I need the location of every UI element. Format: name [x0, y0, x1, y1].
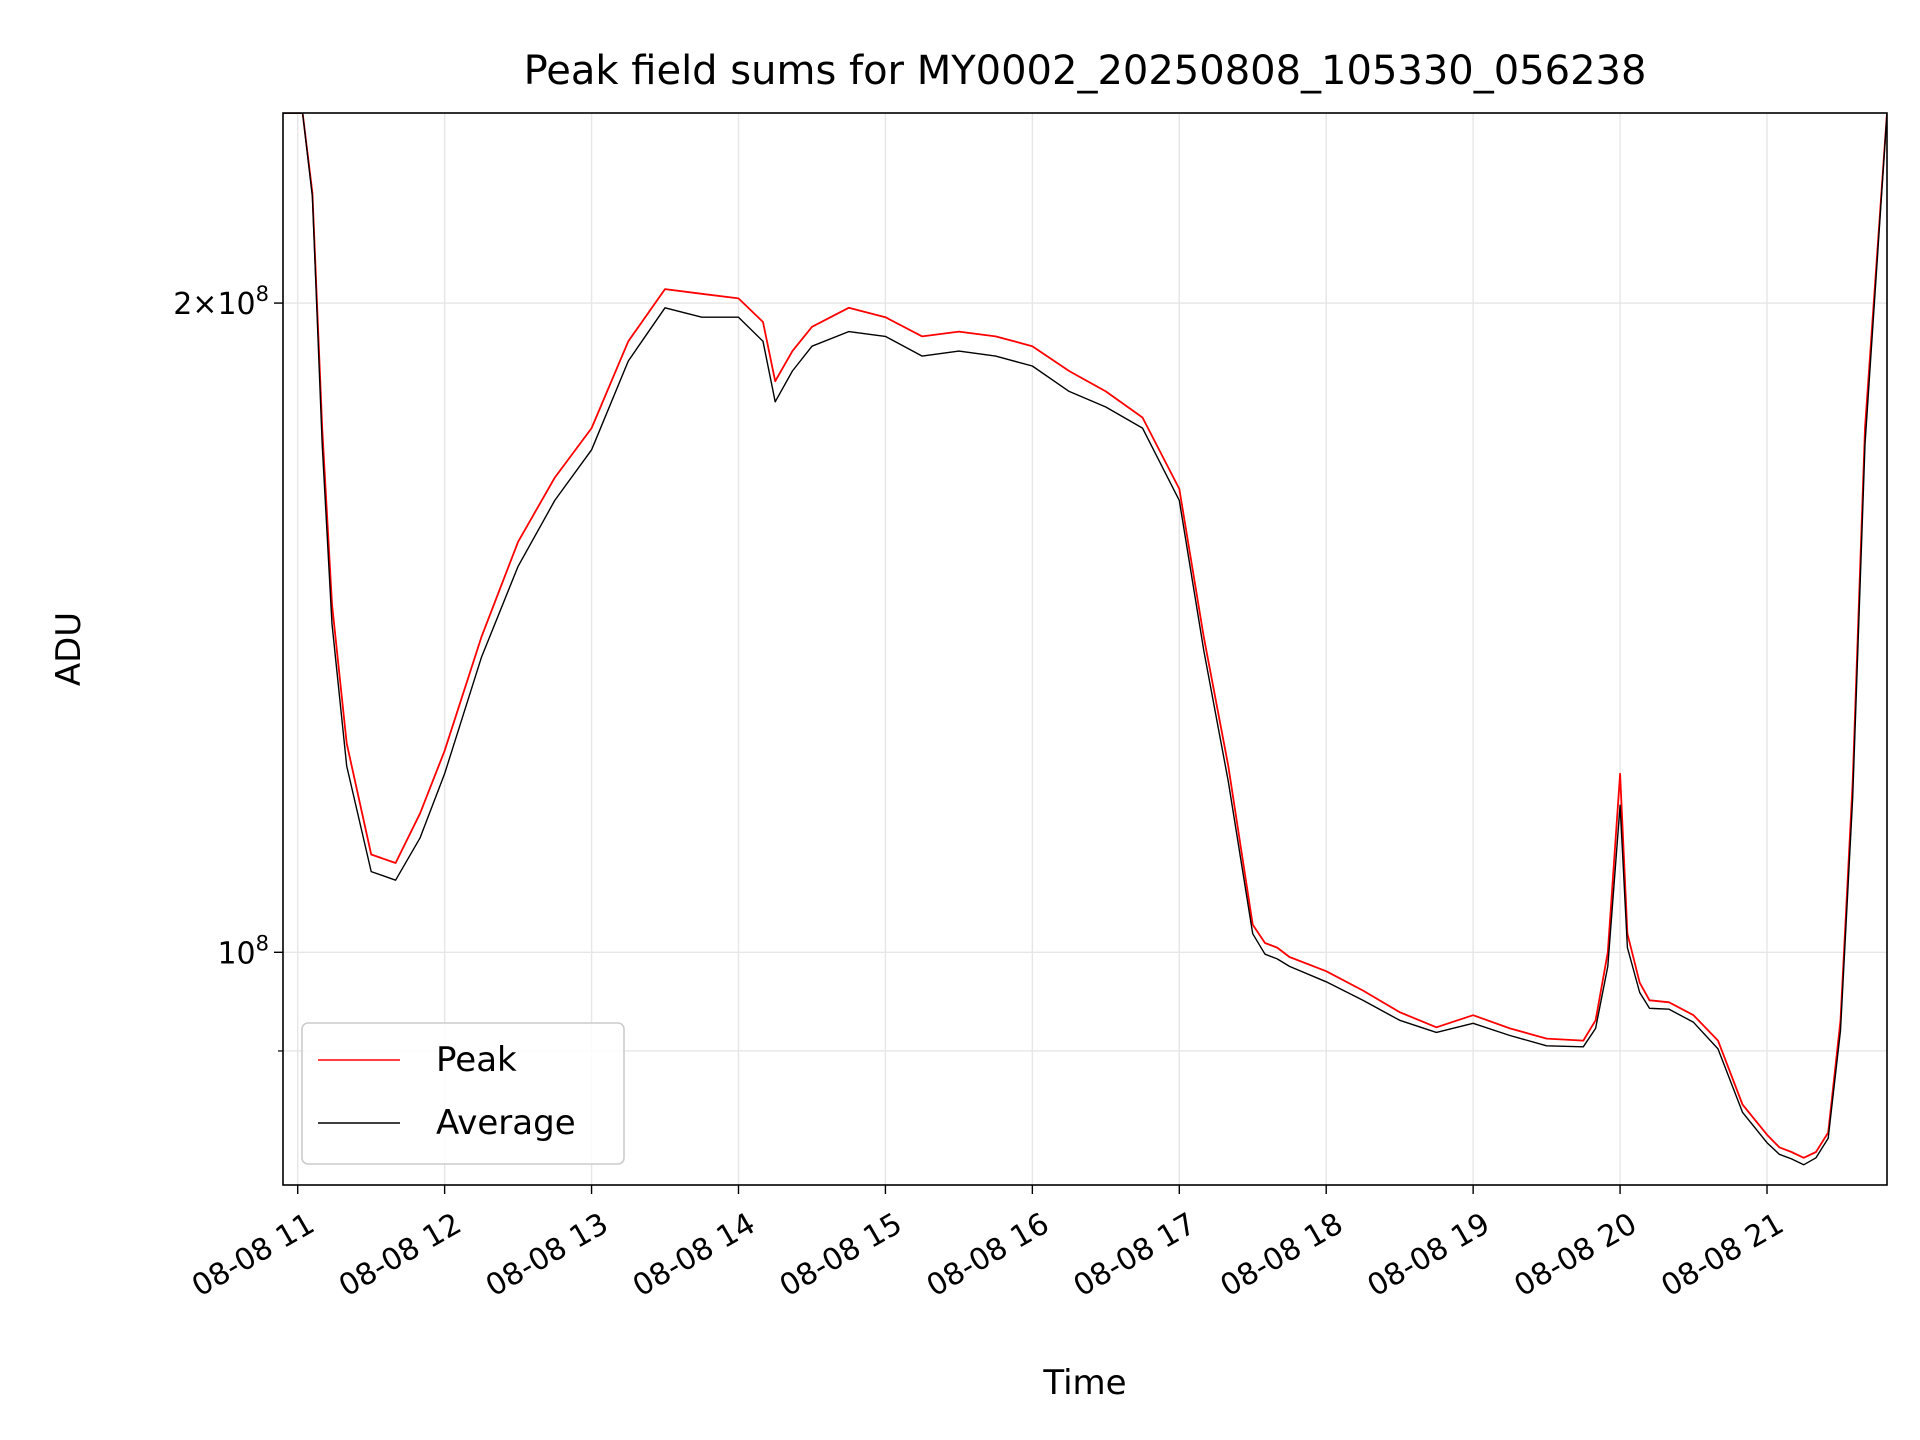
x-axis-label: Time — [1042, 1363, 1126, 1403]
legend: Peak Average — [301, 1022, 625, 1165]
y-tick-label: 2×108 — [173, 282, 269, 322]
y-tick-base: 2×10 — [173, 287, 255, 322]
grid — [283, 113, 1887, 1185]
legend-box — [301, 1022, 625, 1165]
y-tick-label: 108 — [217, 931, 269, 971]
y-tick-exponent: 8 — [256, 931, 269, 955]
series-layer — [283, 113, 1887, 1166]
plot-frame — [282, 112, 1888, 1186]
series-line-average — [283, 113, 1887, 1166]
y-tick-base: 10 — [217, 936, 255, 971]
y-axis-label: ADU — [49, 612, 89, 686]
legend-label-average: Average — [436, 1103, 576, 1143]
y-tick-exponent: 8 — [256, 282, 269, 306]
chart-title: Peak field sums for MY0002_20250808_1053… — [524, 48, 1647, 94]
legend-label-peak: Peak — [436, 1040, 517, 1080]
series-line-peak — [283, 113, 1887, 1159]
